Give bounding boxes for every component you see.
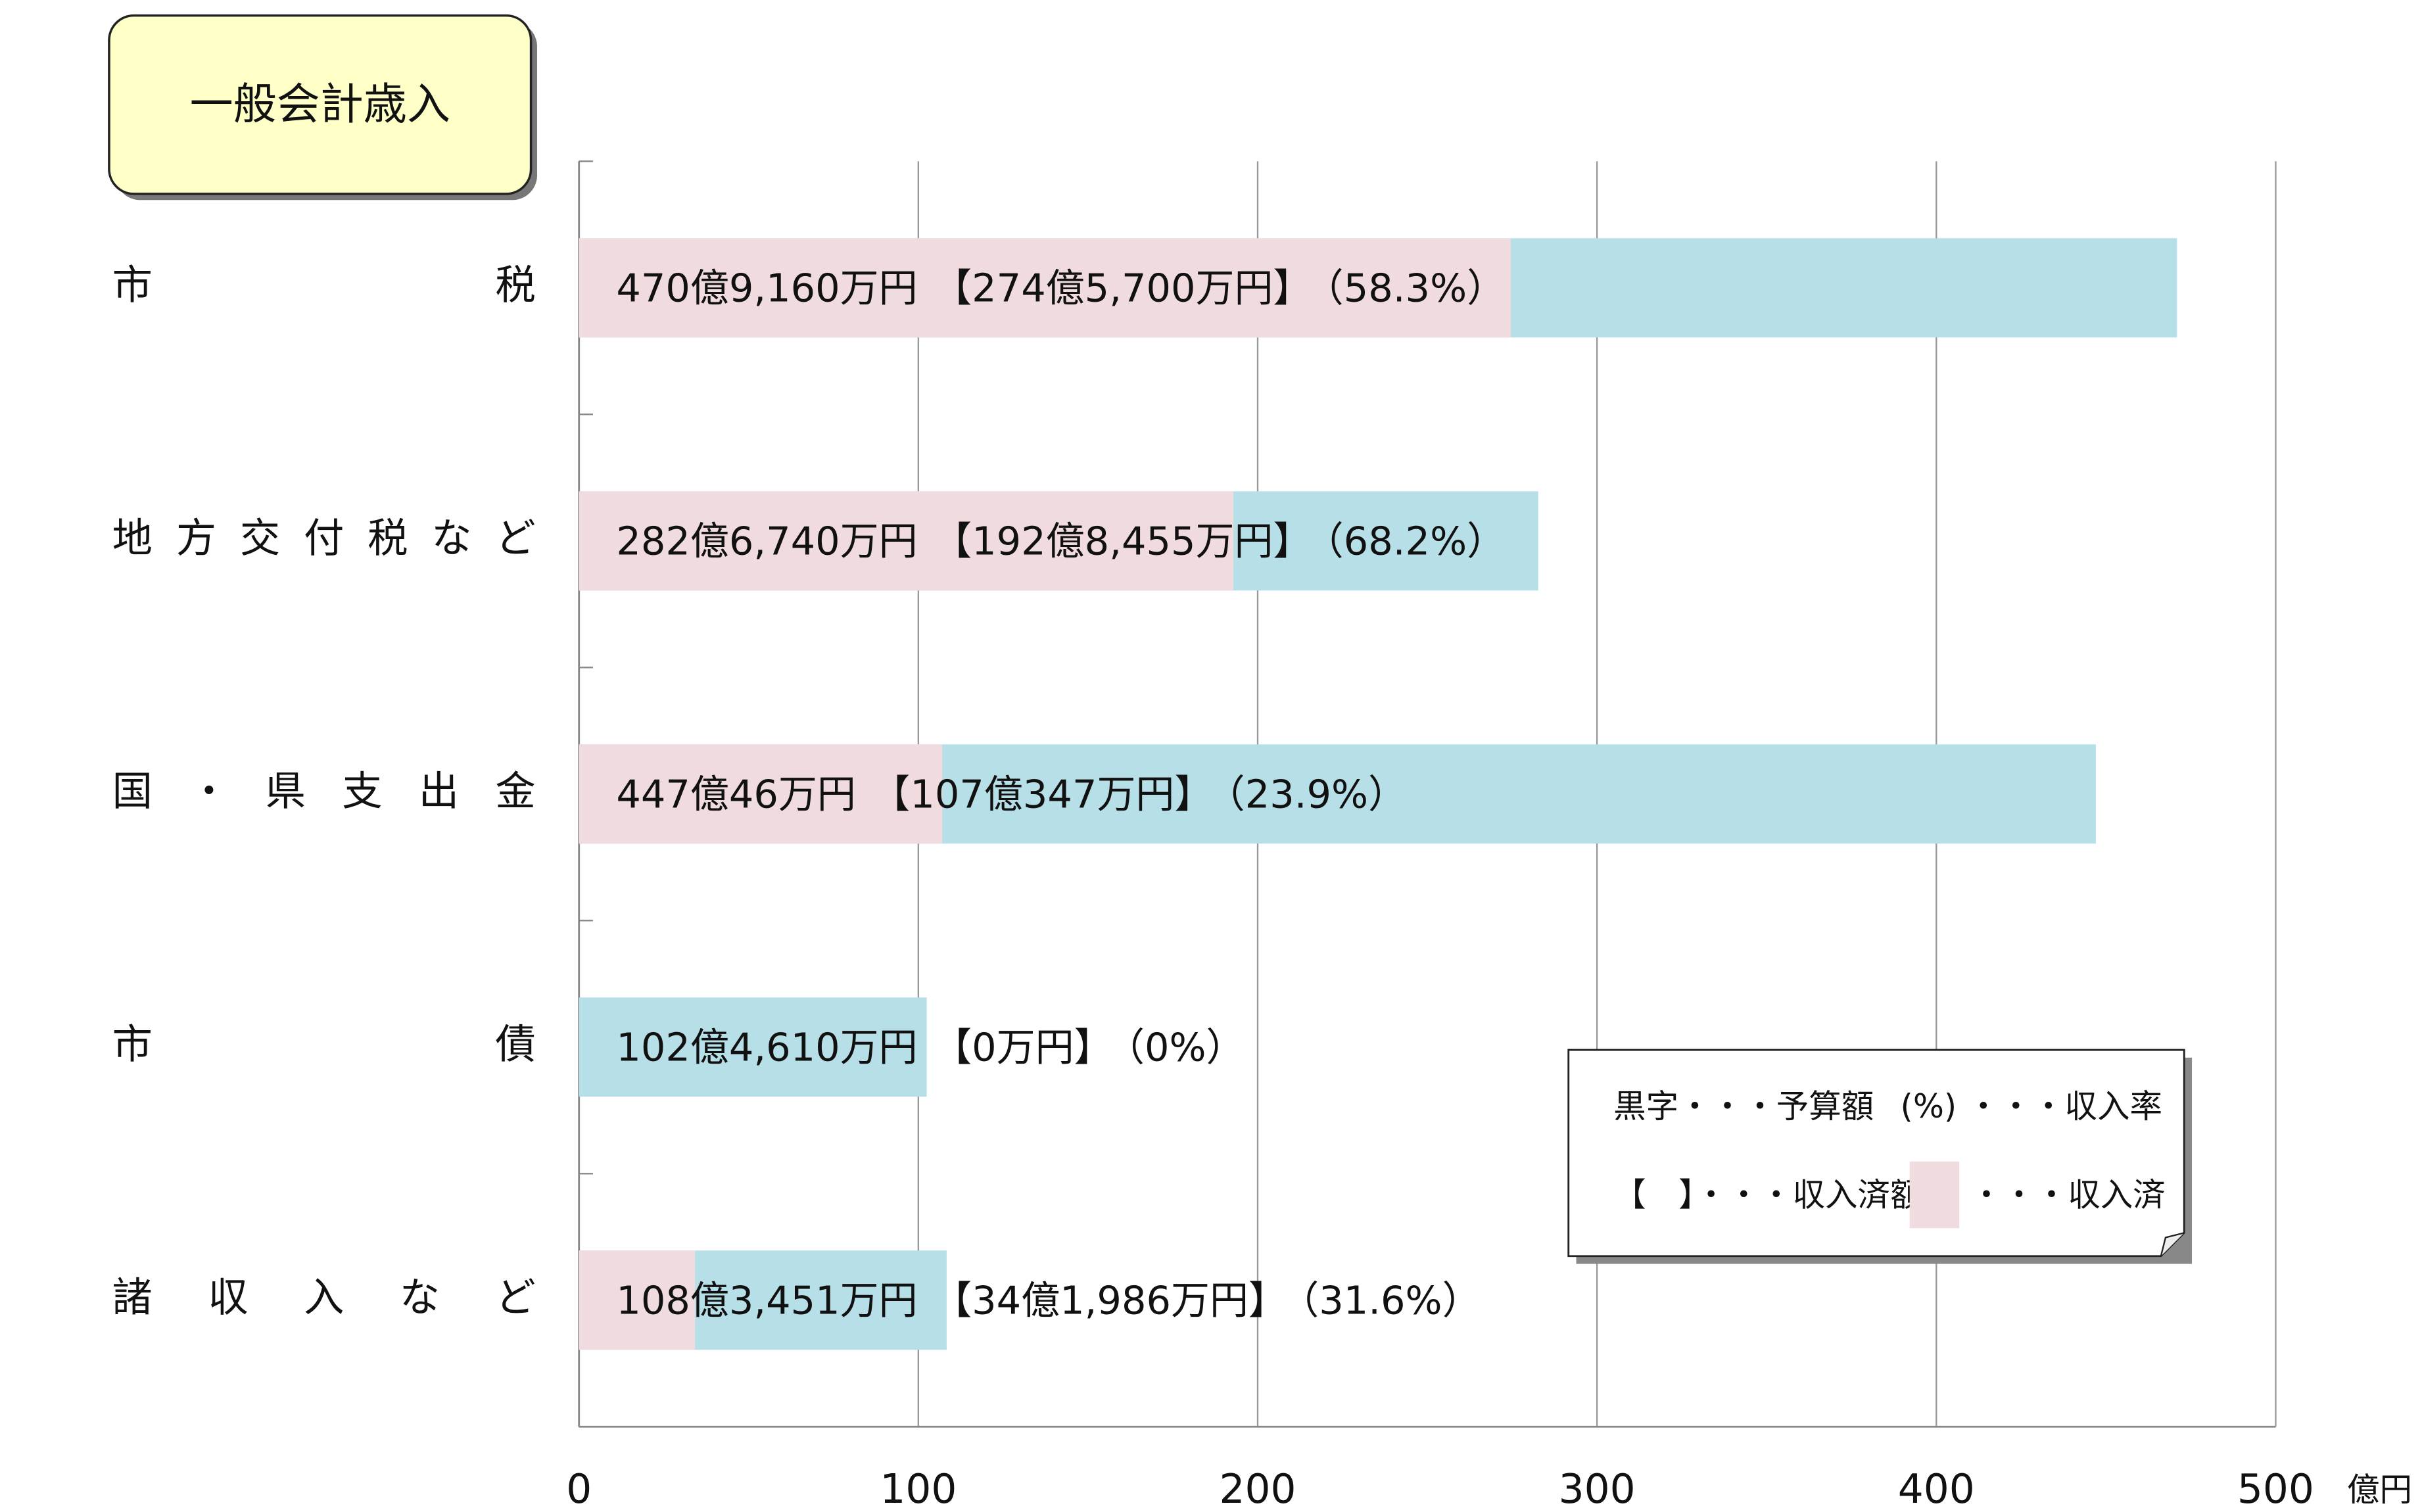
x-tick-label: 400	[1898, 1466, 1975, 1512]
plot: 0 100 200 300 400 500 億円 市税 470億9,160万円 【274億5,70…	[112, 160, 2412, 1512]
x-tick-label: 0	[566, 1466, 592, 1512]
x-tick-label: 100	[880, 1466, 957, 1512]
legend-fold	[2160, 1232, 2185, 1257]
title-box	[108, 14, 533, 195]
legend-text: (%) ・・・収入率	[1901, 1087, 2163, 1125]
data-label: 282億6,740万円 【192億8,455万円】 （68.2%）	[616, 519, 1506, 564]
data-label: 108億3,451万円 【34億1,986万円】 （31.6%）	[616, 1278, 1481, 1323]
chart-title: 一般会計歳入	[190, 79, 450, 130]
data-label-collected: 【34億1,986万円】	[933, 1278, 1287, 1323]
data-label-rate: （23.9%）	[1225, 772, 1407, 817]
data-label-collected: 【274億5,700万円】	[933, 266, 1312, 311]
data-label-rate: （31.6%）	[1300, 1278, 1481, 1323]
legend-text: 【 】・・・収入済額	[1613, 1176, 1922, 1214]
data-label: 470億9,160万円 【274億5,700万円】 （58.3%）	[616, 266, 1506, 311]
x-unit: 億円	[2347, 1471, 2412, 1509]
data-label-collected: 【107億347万円】	[871, 772, 1213, 817]
data-label-rate: （58.3%）	[1324, 266, 1506, 311]
legend-swatch	[1909, 1161, 1960, 1229]
data-label-collected: 【0万円】	[933, 1025, 1112, 1070]
data-label-budget: 102億4,610万円	[616, 1025, 917, 1070]
data-label: 447億46万円 【107億347万円】 （23.9%）	[616, 772, 1407, 817]
y-tick-label: 国・県支出金	[112, 768, 536, 815]
data-label-budget: 108億3,451万円	[616, 1278, 917, 1323]
data-label-budget: 447億46万円	[616, 772, 856, 817]
y-tick-label: 市税	[112, 262, 536, 308]
legend-text: ・・・収入済	[1970, 1176, 2166, 1214]
legend-text: 黒字・・・予算額	[1613, 1087, 1874, 1125]
data-label: 102億4,610万円 【0万円】 （0%）	[616, 1025, 1245, 1070]
bar	[579, 997, 927, 1097]
data-label-budget: 470億9,160万円	[616, 266, 917, 311]
y-tick-label: 諸収入など	[112, 1274, 536, 1321]
data-label-collected: 【192億8,455万円】	[933, 519, 1312, 564]
data-label-rate: （68.2%）	[1324, 519, 1506, 564]
y-tick-label: 市債	[112, 1021, 536, 1068]
bar	[579, 491, 1234, 591]
legend-box	[1567, 1049, 2185, 1258]
x-tick-label: 200	[1219, 1466, 1296, 1512]
bar	[579, 238, 1511, 338]
data-label-budget: 282億6,740万円	[616, 519, 917, 564]
bar	[579, 744, 943, 844]
x-tick-label: 500	[2237, 1466, 2314, 1512]
data-label-rate: （0%）	[1125, 1025, 1245, 1070]
y-tick-label: 地方交付税など	[112, 515, 536, 561]
x-tick-label: 300	[1559, 1466, 1636, 1512]
bar	[579, 1250, 696, 1350]
